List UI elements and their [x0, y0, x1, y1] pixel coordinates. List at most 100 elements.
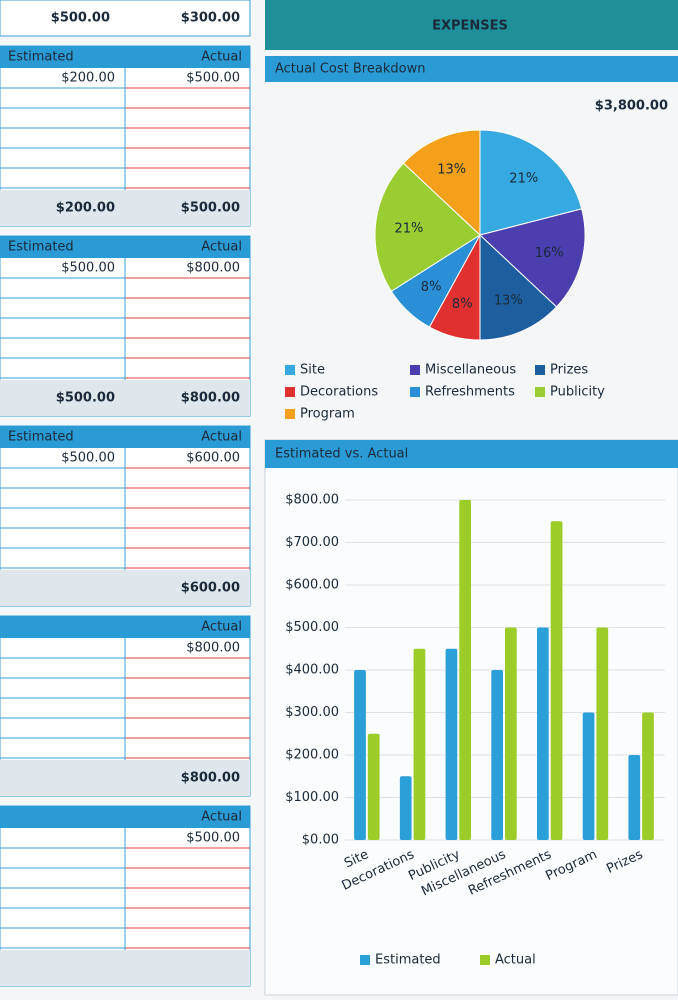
- bar: [367, 733, 380, 840]
- slice-value: 8: [421, 280, 429, 295]
- y-tick-label: $0.00: [302, 833, 339, 848]
- legend-swatch: [285, 365, 295, 375]
- cell-value: $500.00: [61, 261, 115, 276]
- y-tick-label: $700.00: [285, 535, 339, 550]
- bar: [413, 648, 426, 840]
- legend-label: Miscellaneous: [425, 363, 516, 378]
- pie-slice: [478, 208, 586, 308]
- bar: [550, 521, 563, 840]
- total-row: [0, 950, 250, 986]
- y-tick-label: $400.00: [285, 663, 339, 678]
- legend-swatch: [410, 387, 420, 397]
- header-label: Actual: [201, 240, 242, 255]
- card-header: [0, 806, 250, 828]
- cell-value: $500.00: [51, 11, 110, 26]
- cell-value: $300.00: [181, 11, 240, 26]
- card-header: [0, 426, 250, 448]
- total-row: [0, 380, 250, 416]
- legend-label: Program: [300, 407, 355, 422]
- card-header: [0, 46, 250, 68]
- y-tick-label: $600.00: [285, 578, 339, 593]
- header-label: Estimated: [8, 240, 74, 255]
- total-value: $500.00: [56, 391, 115, 406]
- slice-value: 8: [452, 297, 460, 312]
- bar: [445, 648, 458, 840]
- slice-label: 21%: [509, 171, 538, 186]
- slice-label: 16%: [535, 245, 564, 260]
- legend-label: Site: [300, 363, 325, 378]
- cell-value: $800.00: [186, 261, 240, 276]
- bar: [491, 670, 503, 840]
- slice-value: 16: [535, 245, 552, 260]
- bar: [628, 755, 641, 840]
- bar: [642, 712, 654, 840]
- total: $3,800.00: [595, 99, 668, 114]
- pie-slice: [479, 233, 558, 341]
- panel: [264, 439, 678, 996]
- chart-title: Actual Cost Breakdown: [275, 62, 425, 77]
- slice-label: 8%: [452, 297, 473, 312]
- total-row: [0, 190, 250, 226]
- bar: [399, 776, 412, 840]
- bar: [596, 627, 609, 840]
- total-value: $200.00: [56, 201, 115, 216]
- legend-swatch: [410, 365, 420, 375]
- header-label: Actual: [201, 620, 242, 635]
- header-label: Estimated: [8, 50, 74, 65]
- slice-value: 21: [394, 221, 411, 236]
- legend-swatch: [535, 387, 545, 397]
- total-row: [0, 760, 250, 796]
- header-label: Estimated: [8, 430, 74, 445]
- top-row: [0, 0, 251, 37]
- card-header: [0, 236, 250, 258]
- cell-value: $800.00: [186, 641, 240, 656]
- cell-value: $500.00: [61, 451, 115, 466]
- slice-label: 13%: [437, 162, 466, 177]
- slice-label: 13%: [494, 293, 523, 308]
- legend-swatch: [285, 409, 295, 419]
- total-value: $800.00: [181, 391, 240, 406]
- legend-swatch: [480, 955, 490, 965]
- legend-label: Decorations: [300, 385, 378, 400]
- header-label: Actual: [201, 50, 242, 65]
- slice-label: 21%: [394, 221, 423, 236]
- bar: [537, 627, 549, 840]
- bar: [354, 670, 366, 840]
- header-label: Actual: [201, 430, 242, 445]
- bar: [459, 500, 471, 840]
- legend-swatch: [360, 955, 370, 965]
- slice-label: 8%: [421, 280, 442, 295]
- total-value: $500.00: [181, 201, 240, 216]
- pie-slice: [479, 129, 583, 236]
- bar: [505, 627, 517, 840]
- y-tick-label: $100.00: [285, 790, 339, 805]
- legend-label: Estimated: [375, 953, 441, 968]
- legend-label: Refreshments: [425, 385, 515, 400]
- total-value: $800.00: [181, 771, 240, 786]
- pie-slice: [374, 162, 481, 292]
- slice-value: 13: [494, 293, 511, 308]
- total-value: $600.00: [181, 581, 240, 596]
- cell-value: $600.00: [186, 451, 240, 466]
- title-band: [265, 56, 678, 82]
- card-header: [0, 616, 250, 638]
- title-band: [265, 440, 678, 468]
- total-row: [0, 570, 250, 606]
- cell-value: $500.00: [186, 71, 240, 86]
- legend-label: Actual: [495, 953, 536, 968]
- y-tick-label: $300.00: [285, 705, 339, 720]
- legend-swatch: [285, 387, 295, 397]
- legend-swatch: [535, 365, 545, 375]
- y-tick-label: $800.00: [285, 493, 339, 508]
- slice-value: 21: [509, 171, 526, 186]
- header-band: [265, 0, 678, 50]
- chart-title: Estimated vs. Actual: [275, 447, 408, 462]
- bar: [582, 712, 595, 840]
- header-label: Actual: [201, 810, 242, 825]
- header: EXPENSES: [432, 19, 508, 34]
- y-tick-label: $200.00: [285, 748, 339, 763]
- slice-value: 13: [437, 162, 454, 177]
- legend-label: Publicity: [550, 385, 605, 400]
